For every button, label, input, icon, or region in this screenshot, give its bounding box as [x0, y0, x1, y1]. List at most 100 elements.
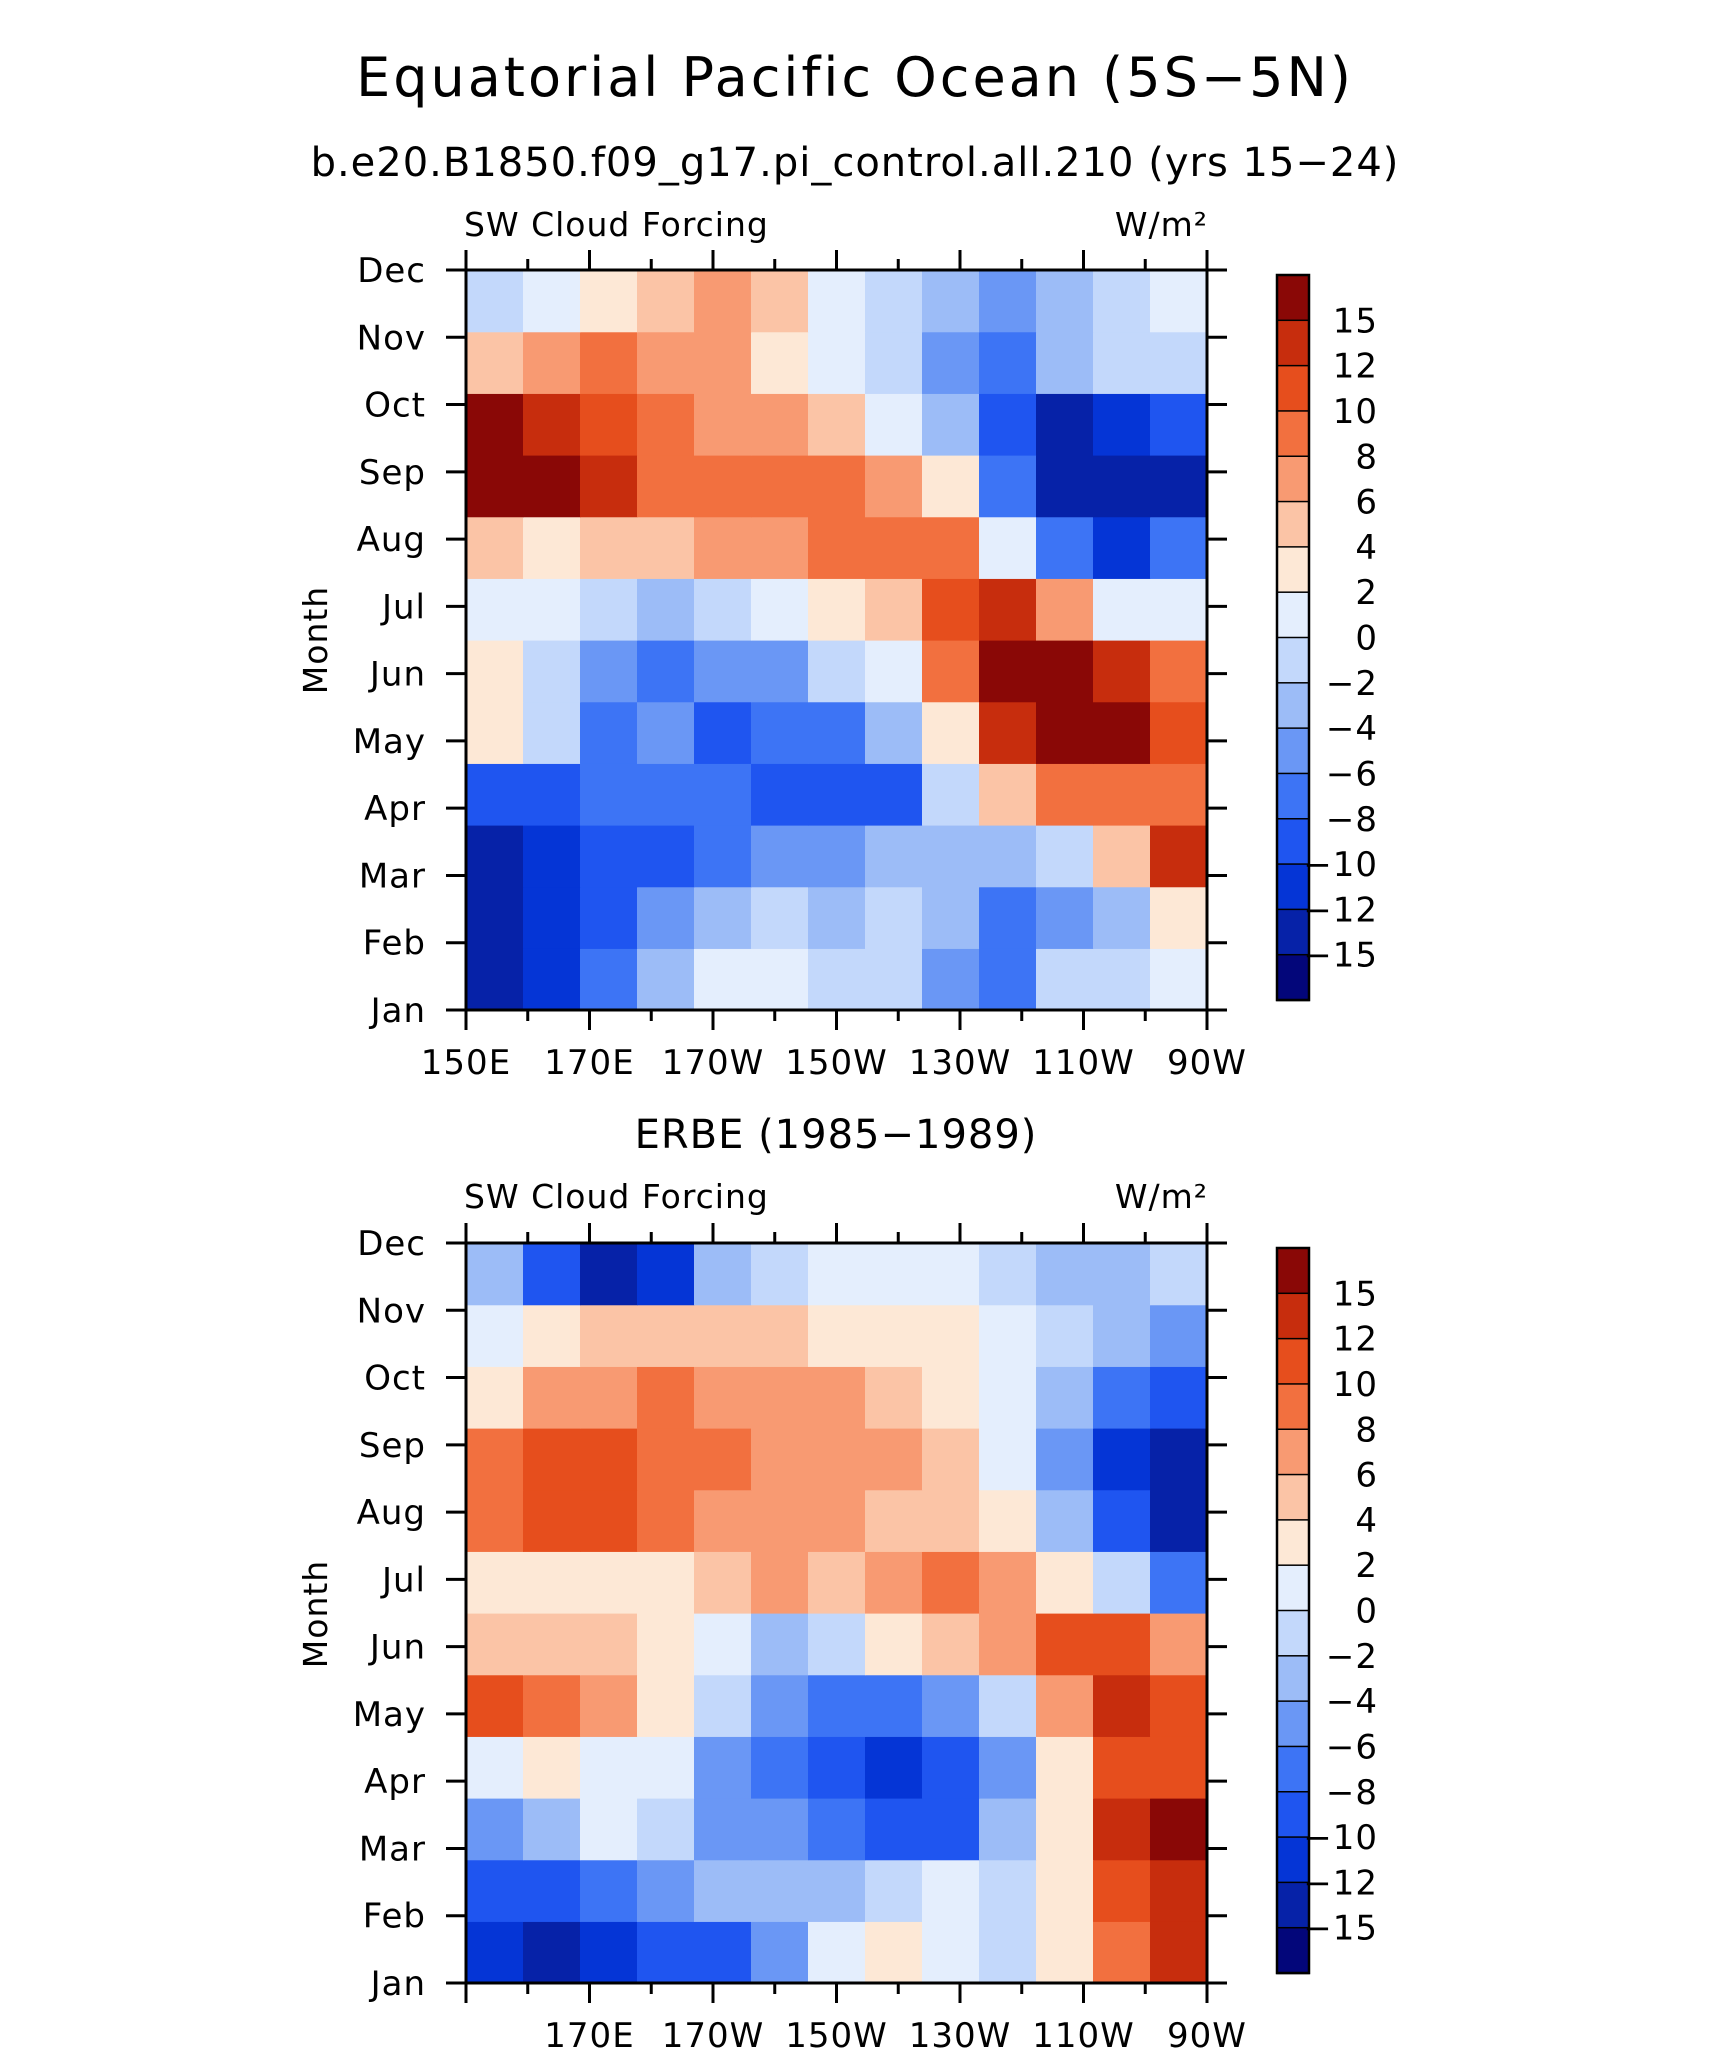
y-tick-label: Feb — [363, 1897, 426, 1937]
heatmap-cell — [523, 1428, 581, 1491]
heatmap-cell — [979, 1798, 1037, 1861]
heatmap-cell — [865, 825, 923, 888]
heatmap-cell — [1150, 701, 1208, 764]
heatmap-cell — [865, 886, 923, 949]
heatmap-cell — [466, 1921, 524, 1984]
heatmap-cell — [1150, 1243, 1208, 1306]
colorbar-swatch — [1276, 1473, 1310, 1522]
colorbar-label: −10 — [1303, 845, 1378, 885]
heatmap-cell — [1150, 1366, 1208, 1429]
heatmap-cell — [922, 886, 980, 949]
heatmap-cell — [523, 1489, 581, 1552]
heatmap-cell — [523, 763, 581, 826]
heatmap-cell — [637, 948, 695, 1011]
colorbar-label: 10 — [1333, 392, 1378, 432]
heatmap-cell — [694, 393, 752, 456]
heatmap-cell — [1036, 516, 1094, 579]
heatmap-cell — [637, 1243, 695, 1306]
heatmap-cell — [1036, 1613, 1094, 1676]
heatmap-cell — [1093, 640, 1151, 703]
heatmap-cell — [865, 270, 923, 333]
heatmap-cell — [1093, 516, 1151, 579]
heatmap-cell — [1093, 1489, 1151, 1552]
colorbar-label: −12 — [1303, 890, 1378, 930]
heatmap-cell — [865, 1551, 923, 1614]
heatmap-cell — [865, 1243, 923, 1306]
heatmap-cell — [979, 886, 1037, 949]
colorbar-label: −15 — [1303, 936, 1378, 976]
heatmap-cell — [523, 1736, 581, 1799]
heatmap-cell — [580, 1736, 638, 1799]
heatmap-cell — [523, 640, 581, 703]
heatmap-cell — [637, 1921, 695, 1984]
heatmap-cell — [580, 1798, 638, 1861]
heatmap-cell — [694, 1243, 752, 1306]
x-tick-label: 130W — [909, 2016, 1012, 2056]
heatmap-cell — [637, 455, 695, 518]
heatmap-cell — [1093, 1674, 1151, 1737]
heatmap-cell — [694, 886, 752, 949]
heatmap-cell — [1093, 455, 1151, 518]
heatmap-cell — [466, 516, 524, 579]
heatmap-cell — [694, 578, 752, 641]
heatmap-cell — [1150, 948, 1208, 1011]
heatmap-cell — [979, 1921, 1037, 1984]
heatmap-cell — [979, 763, 1037, 826]
heatmap-cell — [580, 701, 638, 764]
y-tick-label: Dec — [357, 1224, 426, 1264]
x-tick-label: 150W — [785, 2016, 888, 2056]
y-tick-label: May — [353, 722, 426, 762]
colorbar-swatch — [1276, 1609, 1310, 1658]
heatmap-cell — [979, 1859, 1037, 1922]
heatmap-cell — [808, 1428, 866, 1491]
heatmap-cell — [922, 1613, 980, 1676]
heatmap-cell — [865, 1366, 923, 1429]
heatmap-cell — [751, 1736, 809, 1799]
heatmap-cell — [523, 1366, 581, 1429]
heatmap-cell — [694, 455, 752, 518]
heatmap-cell — [922, 1798, 980, 1861]
colorbar-label: −4 — [1326, 1682, 1378, 1722]
heatmap-cell — [1036, 1428, 1094, 1491]
heatmap-cell — [1150, 455, 1208, 518]
heatmap-cell — [580, 393, 638, 456]
heatmap-cell — [580, 886, 638, 949]
colorbar-swatch — [1276, 274, 1310, 322]
colorbar-swatch — [1276, 1337, 1310, 1386]
colorbar-swatch — [1276, 1926, 1310, 1975]
heatmap-cell — [1036, 825, 1094, 888]
colorbar-swatch — [1276, 591, 1310, 639]
heatmap-cell — [922, 763, 980, 826]
heatmap-cell — [808, 825, 866, 888]
heatmap-cell — [865, 1489, 923, 1552]
colorbar-label: −4 — [1326, 709, 1378, 749]
heatmap-cell — [694, 1428, 752, 1491]
y-tick-label: Aug — [357, 1493, 426, 1533]
heatmap-cell — [580, 1489, 638, 1552]
heatmap-cell — [1150, 516, 1208, 579]
heatmap-cell — [523, 948, 581, 1011]
heatmap-cell — [751, 578, 809, 641]
y-ticks: Jan Feb Mar Apr May Jun Jul Aug Sep Oct Nov Dec — [353, 251, 1227, 1031]
x-ticks: 170E 170W 150W 130W 110W 90W — [464, 1223, 1246, 2056]
heatmap-cell — [466, 1613, 524, 1676]
colorbar-label: −8 — [1326, 1773, 1378, 1813]
figure-title: Equatorial Pacific Ocean (5S−5N) — [356, 46, 1354, 109]
heatmap-cell — [1093, 1428, 1151, 1491]
heatmap-cell — [1036, 393, 1094, 456]
colorbar-label: 0 — [1355, 619, 1378, 659]
colorbar-swatch — [1276, 1564, 1310, 1612]
heatmap-cell — [922, 1551, 980, 1614]
colorbar-swatch — [1276, 1700, 1310, 1748]
heatmap-cell — [751, 516, 809, 579]
heatmap-cell — [1036, 578, 1094, 641]
colorbar-label: 6 — [1355, 483, 1378, 523]
heatmap-cell — [523, 455, 581, 518]
heatmap-cell — [523, 331, 581, 394]
heatmap-cell — [808, 578, 866, 641]
heatmap-cell — [922, 1674, 980, 1737]
heatmap-cell — [865, 455, 923, 518]
heatmap-cell — [922, 948, 980, 1011]
y-tick-label: Jul — [380, 587, 426, 627]
x-tick-label: 170E — [544, 1043, 634, 1083]
